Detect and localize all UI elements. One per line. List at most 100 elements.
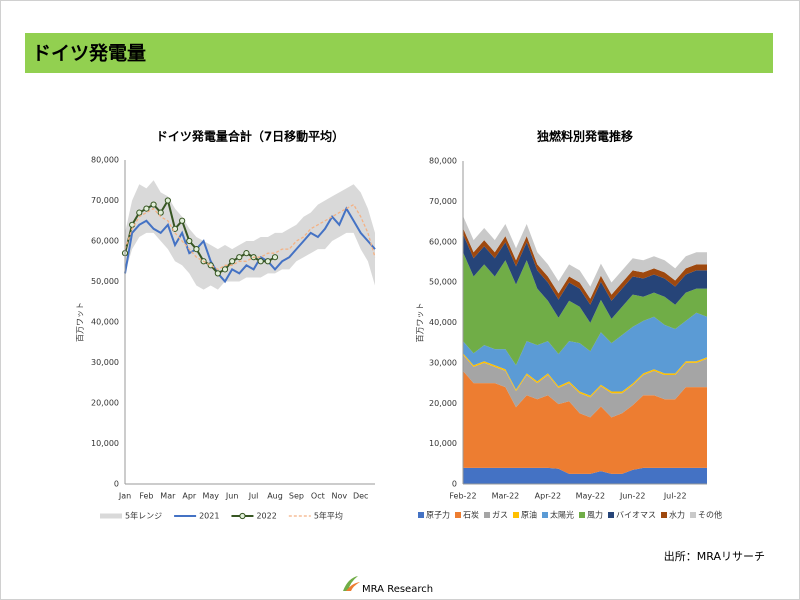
y-tick-label: 10,000 (429, 439, 457, 448)
legend-label: 原油 (521, 510, 537, 520)
x-tick-label: Feb-22 (449, 492, 476, 501)
area-series (463, 252, 707, 366)
chart-title: 独燃料別発電推移 (536, 129, 633, 144)
area-series (463, 354, 707, 418)
x-tick-label: Mar (160, 492, 176, 501)
x-tick-label: Jun-22 (619, 492, 646, 501)
series-marker (186, 237, 193, 245)
legend-marker (239, 512, 246, 520)
series-line (124, 203, 376, 271)
y-axis-label: 百万ワット (416, 303, 425, 343)
x-tick-label: Jun (225, 492, 239, 501)
y-tick-label: 70,000 (429, 197, 457, 206)
charts: ドイツ発電量合計（7日移動平均） 百万ワット 0 10,000 20,000 30,000… (76, 129, 723, 521)
x-tick-label: May-22 (576, 492, 605, 501)
x-tick-label: Apr-22 (535, 492, 561, 501)
source: 出所：MRAリサーチ (664, 549, 765, 563)
x-tick-label: Oct (311, 492, 325, 501)
y-tick-label: 60,000 (429, 237, 457, 246)
series-marker (179, 217, 186, 224)
y-tick-label: 0 (452, 480, 457, 489)
series-marker (150, 201, 157, 208)
y-tick-label: 20,000 (429, 399, 457, 408)
series-line (124, 197, 276, 275)
legend-label: 2022 (256, 512, 276, 521)
series-marker (271, 254, 279, 261)
x-tick-label: Apr (182, 492, 197, 501)
legend-item: バイオマス (608, 511, 656, 520)
legend-item: 石炭 (455, 511, 479, 520)
series-marker (193, 246, 200, 253)
legend-swatch (484, 512, 490, 518)
area-series (463, 215, 707, 299)
y-tick-label: 0 (114, 480, 119, 489)
legend-label: 石炭 (463, 511, 479, 520)
legend-item: 2021 (174, 512, 219, 521)
x-tick-label: Dec (353, 492, 368, 501)
legend-label: 5年平均 (314, 511, 343, 521)
legend-label: バイオマス (616, 511, 656, 520)
logo-mark (346, 582, 360, 591)
y-axis-label: 百万ワット (76, 302, 85, 342)
x-tick-label: Feb (139, 492, 153, 501)
x-tick-label: Aug (267, 492, 283, 501)
header-title: ドイツ発電量 (32, 42, 146, 65)
logo-mark (343, 576, 358, 591)
legend-item: その他 (690, 510, 722, 520)
series-marker (257, 258, 264, 265)
area-series (463, 467, 707, 484)
x-tick-label: Jul (248, 492, 259, 501)
legend-label: 2021 (199, 512, 219, 521)
y-tick-label: 80,000 (429, 157, 457, 166)
x-tick-label: Jan (118, 492, 131, 501)
series-marker (264, 258, 271, 265)
legend-label: 原子力 (426, 510, 450, 520)
series-marker (229, 258, 236, 265)
area-series (463, 312, 707, 396)
area-series (463, 234, 707, 323)
series-marker (143, 205, 150, 212)
area-series (463, 370, 707, 474)
legend-item: 水力 (661, 510, 685, 520)
x-tick-label: May (202, 492, 219, 501)
area-series (463, 228, 707, 305)
legend-label: 太陽光 (550, 510, 574, 520)
y-tick-label: 50,000 (91, 277, 119, 286)
y-tick-label: 40,000 (91, 318, 119, 327)
legend-item: 5年レンジ (100, 511, 162, 521)
legend-label: 5年レンジ (125, 511, 162, 521)
x-tick-label: Sep (289, 492, 304, 501)
legend-swatch (513, 512, 519, 518)
series-marker (207, 262, 214, 269)
y-tick-label: 20,000 (91, 399, 119, 408)
legend-swatch (690, 512, 696, 518)
legend-swatch (608, 512, 614, 518)
legend-item: ガス (484, 510, 508, 520)
range-band (125, 180, 375, 290)
legend-swatch (542, 512, 548, 518)
legend-item: 太陽光 (542, 510, 574, 520)
series-marker (214, 270, 221, 277)
x-tick-label: Mar-22 (492, 492, 520, 501)
y-tick-label: 10,000 (91, 439, 119, 448)
chart-title: ドイツ発電量合計（7日移動平均） (156, 129, 344, 144)
x-tick-label: Jul-22 (663, 492, 687, 501)
legend-swatch (418, 512, 424, 518)
y-tick-label: 80,000 (91, 156, 119, 165)
legend-label: その他 (698, 510, 722, 520)
y-tick-label: 30,000 (91, 358, 119, 367)
legend-item: 2022 (231, 512, 277, 521)
series-marker (221, 266, 229, 273)
legend-swatch (661, 512, 667, 518)
legend-label: 風力 (587, 510, 603, 520)
y-tick-label: 30,000 (429, 358, 457, 367)
series-line (124, 206, 376, 284)
x-tick-label: Nov (331, 492, 347, 501)
y-tick-label: 40,000 (429, 318, 457, 327)
series-marker (157, 209, 164, 216)
legend-item: 原油 (513, 510, 537, 520)
series-marker (136, 209, 143, 216)
logo-text: MRA Research (362, 584, 433, 595)
legend-item: 風力 (579, 510, 603, 520)
